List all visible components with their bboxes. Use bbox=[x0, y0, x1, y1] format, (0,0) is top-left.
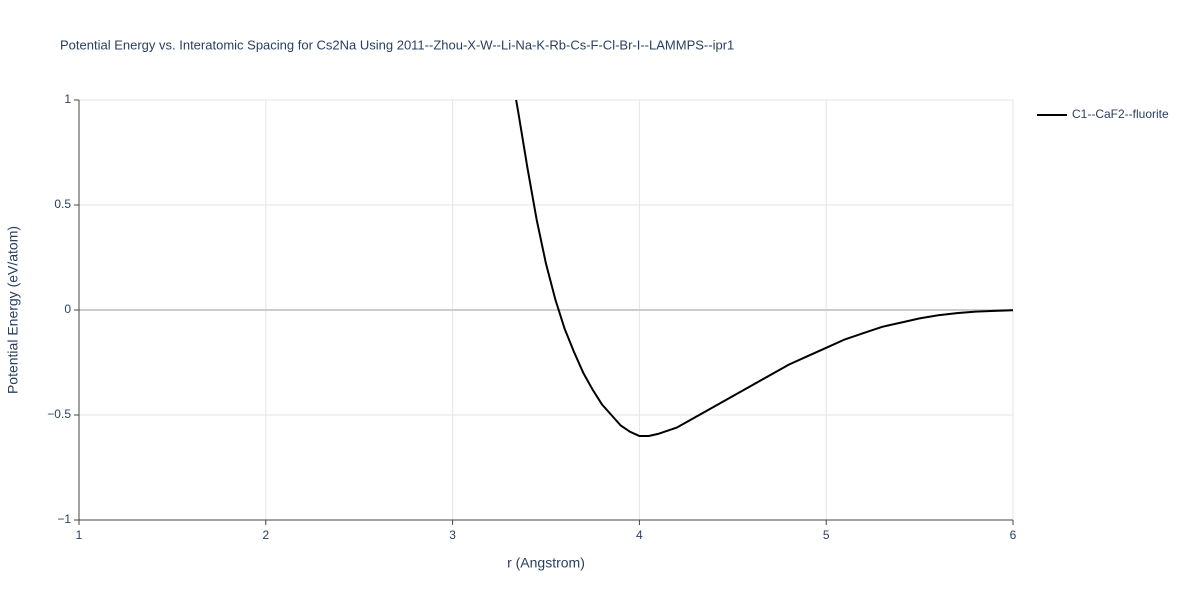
x-tick-label: 3 bbox=[449, 528, 456, 542]
x-tick-label: 2 bbox=[262, 528, 269, 542]
x-axis-title: r (Angstrom) bbox=[507, 555, 585, 571]
line-series bbox=[515, 100, 1013, 437]
y-tick-label: 1 bbox=[64, 92, 71, 106]
y-tick-label: −1 bbox=[57, 512, 71, 526]
y-axis-title: Potential Energy (eV/atom) bbox=[5, 226, 21, 394]
x-tick-label: 5 bbox=[823, 528, 830, 542]
chart-title: Potential Energy vs. Interatomic Spacing… bbox=[60, 37, 734, 52]
grid: 1 2 3 4 5 6 −1 −0.5 0 0.5 1 bbox=[47, 92, 1016, 542]
y-tick-label: 0.5 bbox=[54, 197, 71, 211]
legend: C1--CaF2--fluorite bbox=[1037, 107, 1169, 121]
y-tick-label: 0 bbox=[64, 302, 71, 316]
plot-area bbox=[515, 100, 1013, 437]
x-tick-label: 6 bbox=[1010, 528, 1017, 542]
x-tick-label: 4 bbox=[636, 528, 643, 542]
x-tick-label: 1 bbox=[76, 528, 83, 542]
y-tick-label: −0.5 bbox=[47, 407, 71, 421]
legend-label: C1--CaF2--fluorite bbox=[1072, 107, 1169, 121]
